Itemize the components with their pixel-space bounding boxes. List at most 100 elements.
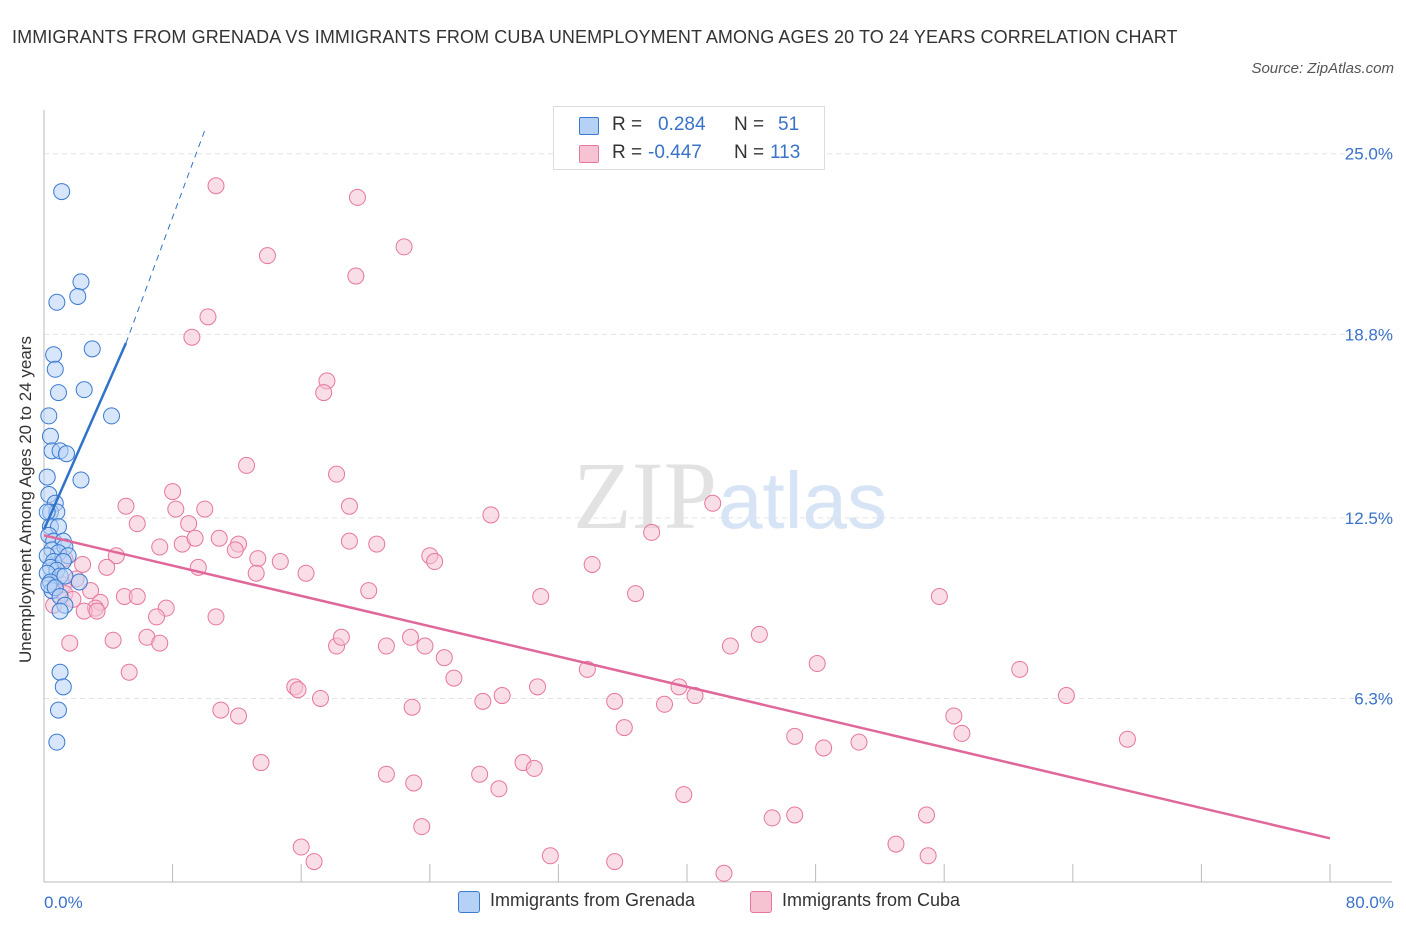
cuba-point (151, 634, 169, 652)
stats-n-label-cuba: N = (734, 142, 765, 163)
cuba-point (305, 853, 323, 871)
stats-r-value-grenada: 0.284 (658, 114, 706, 135)
cuba-point (249, 550, 267, 568)
cuba-point (226, 541, 244, 559)
grenada-point (54, 678, 72, 696)
cuba-points (45, 177, 1136, 882)
cuba-point (247, 564, 265, 582)
grenada-point (53, 183, 71, 201)
cuba-point (435, 649, 453, 667)
cuba-point (368, 535, 386, 553)
stats-row-grenada: R = 0.284 N = 51 (554, 111, 824, 139)
grenada-point (83, 340, 101, 358)
stats-row-cuba: R = -0.447 N = 113 (554, 139, 824, 167)
grenada-point (56, 567, 74, 585)
cuba-point (786, 727, 804, 745)
cuba-point (328, 465, 346, 483)
cuba-point (919, 847, 937, 865)
cuba-point (252, 754, 270, 772)
watermark: ZIP atlas (573, 442, 887, 549)
cuba-point (525, 759, 543, 777)
grenada-point (49, 384, 67, 402)
stats-n-value-cuba: 113 (770, 142, 801, 163)
cuba-point (704, 494, 722, 512)
cuba-point (230, 707, 248, 725)
cuba-point (1011, 660, 1029, 678)
cuba-point (297, 564, 315, 582)
stats-n-value-grenada: 51 (778, 114, 800, 135)
cuba-point (808, 655, 826, 673)
cuba-point (167, 500, 185, 518)
stats-swatch-grenada (579, 117, 599, 135)
cuba-point (402, 628, 420, 646)
cuba-point (675, 786, 693, 804)
cuba-point (426, 553, 444, 571)
cuba-point (104, 631, 122, 649)
chart-source: Source: ZipAtlas.com (1251, 60, 1394, 77)
cuba-point (212, 701, 230, 719)
cuba-point (180, 515, 198, 533)
cuba-point (238, 456, 256, 474)
cuba-point (918, 806, 936, 824)
stats-r-value-cuba: -0.447 (648, 142, 702, 163)
cuba-point (850, 733, 868, 751)
cuba-point (627, 585, 645, 603)
cuba-point (887, 835, 905, 853)
cuba-point (61, 634, 79, 652)
cuba-point (930, 588, 948, 606)
cuba-point (186, 529, 204, 547)
grenada-points (38, 183, 121, 751)
cuba-point (490, 780, 508, 798)
stats-box: R = 0.284 N = 51 R = -0.447 N = 113 (553, 106, 825, 170)
cuba-point (360, 582, 378, 600)
stats-swatch-cuba (579, 145, 599, 163)
x-tick-label: 0.0% (44, 893, 83, 912)
cuba-point (292, 838, 310, 856)
cuba-point (151, 538, 169, 556)
grenada-point (46, 360, 64, 378)
cuba-point (164, 483, 182, 501)
cuba-point (1057, 687, 1075, 705)
legend-swatch-cuba (750, 891, 772, 913)
legend-swatch-grenada (458, 891, 480, 913)
cuba-point (271, 553, 289, 571)
cuba-point (348, 188, 366, 206)
cuba-point (128, 515, 146, 533)
cuba-point (643, 523, 661, 541)
cuba-point (311, 689, 329, 707)
cuba-point (606, 692, 624, 710)
cuba-point (413, 818, 431, 836)
cuba-point (377, 765, 395, 783)
cuba-point (315, 384, 333, 402)
cuba-point (445, 669, 463, 687)
grenada-trend-extension (125, 130, 206, 344)
cuba-point (347, 267, 365, 285)
cuba-point (482, 506, 500, 524)
cuba-point (117, 497, 135, 515)
cuba-point (210, 529, 228, 547)
cuba-point (332, 628, 350, 646)
trend-lines (42, 130, 1331, 840)
cuba-point (340, 497, 358, 515)
cuba-point (945, 707, 963, 725)
grenada-point (72, 273, 90, 291)
cuba-point (416, 637, 434, 655)
cuba-point (1118, 730, 1136, 748)
grenada-point (38, 468, 56, 486)
cuba-point (471, 765, 489, 783)
legend: Immigrants from Grenada Immigrants from … (0, 888, 1406, 916)
grenada-point (51, 663, 69, 681)
cuba-point (493, 687, 511, 705)
stats-n-label-grenada: N = (734, 114, 765, 135)
cuba-point (128, 588, 146, 606)
legend-label-cuba: Immigrants from Cuba (782, 890, 961, 910)
cuba-point (529, 678, 547, 696)
tick-labels: 6.3% 12.5% 18.8% 25.0% 0.0% 80.0% (44, 145, 1394, 912)
cuba-point (815, 739, 833, 757)
cuba-point (74, 555, 92, 573)
grenada-trend-line (42, 342, 128, 531)
stats-r-label-cuba: R = (612, 142, 643, 163)
cuba-point (403, 698, 421, 716)
grenada-point (103, 407, 121, 425)
